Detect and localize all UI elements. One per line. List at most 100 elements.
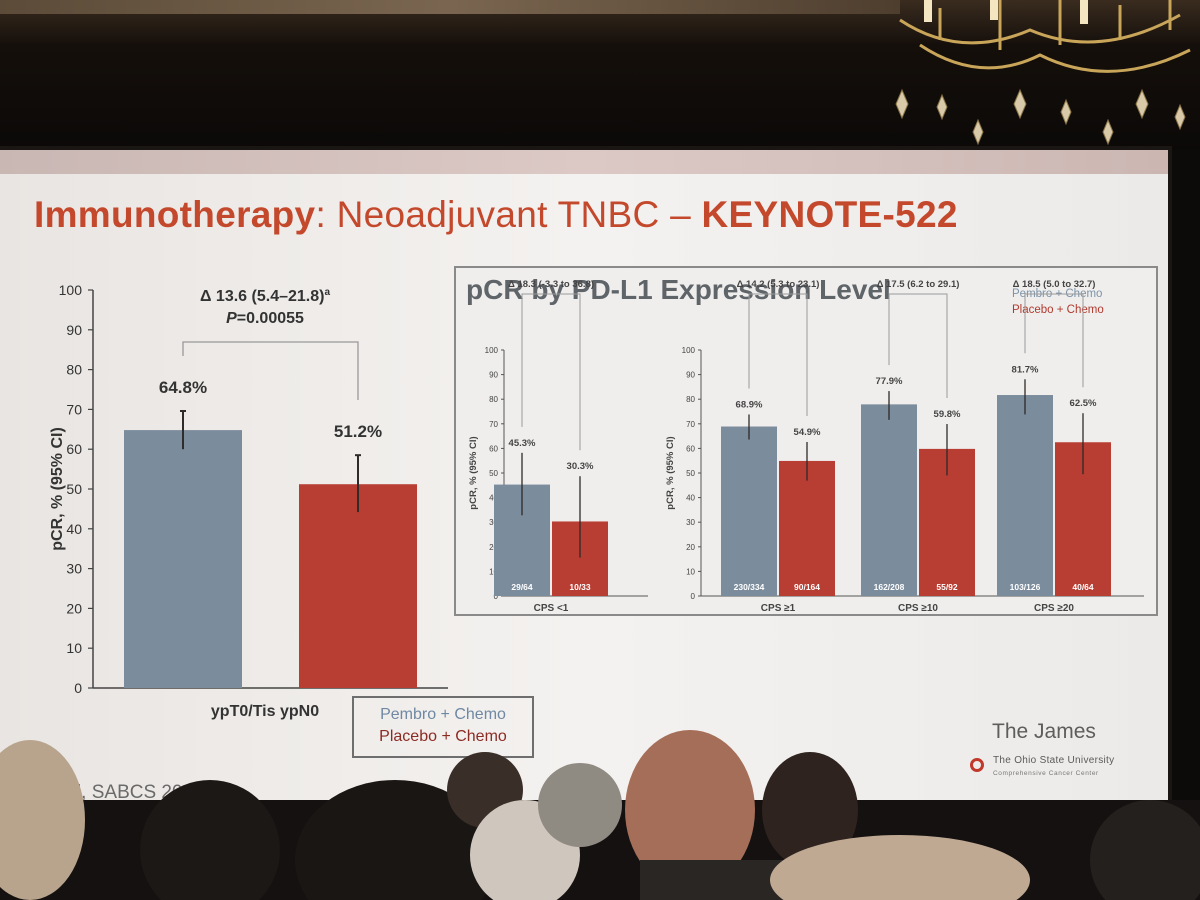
category-label: CPS <1 <box>534 603 569 614</box>
pdl1-subgroup-panel: pCR by PD-L1 Expression Level Pembro + C… <box>454 266 1158 616</box>
y-axis-title: pCR, % (95% CI) <box>49 427 66 551</box>
comparison-bracket <box>521 293 581 451</box>
pembro-count-label: 29/64 <box>511 582 533 592</box>
pembro-bar <box>861 404 917 596</box>
delta-label: Δ 18.3 (-3.3 to 36.8) <box>508 279 594 290</box>
panel-legend: Pembro + Chemo Placebo + Chemo <box>1012 286 1104 318</box>
delta-label: Δ 17.5 (6.2 to 29.1) <box>877 279 960 290</box>
y-tick-label: 0 <box>494 592 499 601</box>
y-tick-label: 70 <box>489 420 498 429</box>
y-tick-label: 80 <box>489 395 498 404</box>
placebo-count-label: 90/164 <box>794 582 820 592</box>
placebo-value-label: 30.3% <box>567 461 594 472</box>
y-tick-label: 70 <box>686 420 695 429</box>
placebo-bar <box>299 484 417 688</box>
y-tick-label: 30 <box>686 518 695 527</box>
slide-title-topic: Immunotherapy <box>34 194 316 235</box>
placebo-value-label: 51.2% <box>334 422 382 441</box>
category-label: CPS ≥20 <box>1034 603 1074 614</box>
y-tick-label: 50 <box>686 469 695 478</box>
comparison-bracket <box>1024 293 1084 388</box>
placebo-value-label: 59.8% <box>934 409 961 420</box>
category-label: CPS ≥1 <box>761 603 796 614</box>
audience-foreground <box>0 730 1200 900</box>
main-legend: Pembro + Chemo Placebo + Chemo <box>352 696 534 758</box>
p-value-label: P=0.00055 <box>226 310 304 327</box>
category-label: CPS ≥10 <box>898 603 938 614</box>
delta-label: Δ 13.6 (5.4–21.8)a <box>200 287 330 305</box>
y-tick-label: 50 <box>66 481 82 497</box>
slide-header-band <box>0 150 1168 174</box>
y-tick-label: 80 <box>686 395 695 404</box>
pdl1-subgroup-chart: 0 10 20 30 40 50 60 70 80 90 100 pCR, % (95% CI) 0 10… <box>468 279 1144 614</box>
slide-title-middle: : Neoadjuvant TNBC – <box>315 194 702 235</box>
slide-title: Immunotherapy: Neoadjuvant TNBC – KEYNOT… <box>34 194 958 236</box>
slide-title-trial: KEYNOTE-522 <box>701 194 958 235</box>
y-tick-label: 90 <box>489 371 498 380</box>
y-tick-label: 100 <box>485 346 499 355</box>
y-tick-label: 100 <box>682 346 696 355</box>
placebo-value-label: 62.5% <box>1070 398 1097 409</box>
y-tick-label: 40 <box>686 494 695 503</box>
x-axis-category-label: ypT0/Tis ypN0 <box>211 703 319 720</box>
y-tick-label: 50 <box>489 469 498 478</box>
y-tick-label: 40 <box>489 494 498 503</box>
y-tick-label: 20 <box>489 543 498 552</box>
pembro-bar <box>721 426 777 596</box>
y-tick-label: 80 <box>66 362 82 378</box>
y-tick-label: 0 <box>691 592 696 601</box>
y-tick-label: 100 <box>59 282 83 298</box>
chandelier-decoration <box>895 0 1191 146</box>
delta-footnote-marker: a <box>324 287 330 298</box>
placebo-count-label: 55/92 <box>936 582 958 592</box>
placebo-value-label: 54.9% <box>794 427 821 438</box>
comparison-bracket <box>182 341 359 400</box>
y-tick-label: 90 <box>66 322 82 338</box>
pembro-bar <box>124 430 242 688</box>
y-tick-label: 60 <box>66 441 82 457</box>
panel-legend-placebo: Placebo + Chemo <box>1012 304 1104 316</box>
brand-name: The James <box>992 720 1096 743</box>
pembro-value-label: 64.8% <box>159 378 207 397</box>
pembro-count-label: 230/334 <box>734 582 765 592</box>
y-tick-label: 20 <box>686 543 695 552</box>
panel-title: pCR by PD-L1 Expression Level <box>466 274 891 305</box>
y-tick-label: 10 <box>686 567 695 576</box>
pembro-count-label: 162/208 <box>874 582 905 592</box>
placebo-count-label: 10/33 <box>569 582 591 592</box>
comparison-bracket <box>748 293 808 417</box>
y-tick-label: 40 <box>66 521 82 537</box>
delta-label: Δ 18.5 (5.0 to 32.7) <box>1013 279 1096 290</box>
pembro-bar <box>997 395 1053 596</box>
main-legend-placebo: Placebo + Chemo <box>379 728 507 745</box>
pembro-value-label: 77.9% <box>876 376 903 387</box>
pembro-count-label: 103/126 <box>1010 582 1041 592</box>
institution-subtitle: Comprehensive Cancer Center <box>993 770 1099 777</box>
y-tick-label: 60 <box>686 444 695 453</box>
y-tick-label: 0 <box>74 680 82 696</box>
delta-label: Δ 14.2 (5.3 to 23.1) <box>737 279 820 290</box>
y-axis-title: pCR, % (95% CI) <box>468 436 479 509</box>
y-tick-label: 90 <box>686 371 695 380</box>
y-axis-title: pCR, % (95% CI) <box>665 436 676 509</box>
y-tick-label: 20 <box>66 600 82 616</box>
pembro-value-label: 45.3% <box>509 438 536 449</box>
osu-logo-icon <box>970 758 984 772</box>
y-tick-label: 30 <box>489 518 498 527</box>
institution-name: The Ohio State University <box>993 755 1115 766</box>
comparison-bracket <box>888 293 948 399</box>
y-tick-label: 10 <box>489 567 498 576</box>
main-legend-pembro: Pembro + Chemo <box>380 706 506 723</box>
y-tick-label: 30 <box>66 561 82 577</box>
pembro-value-label: 68.9% <box>736 399 763 410</box>
ceiling-trim <box>0 0 900 14</box>
y-tick-label: 10 <box>66 640 82 656</box>
overall-pcr-chart: 0 10 20 30 40 50 60 70 80 90 100 pCR, % (95% CI) 64.… <box>49 282 448 720</box>
placebo-count-label: 40/64 <box>1072 582 1094 592</box>
y-tick-label: 60 <box>489 444 498 453</box>
pembro-value-label: 81.7% <box>1012 364 1039 375</box>
p-value-number: =0.00055 <box>237 310 304 327</box>
presentation-slide: Immunotherapy: Neoadjuvant TNBC – KEYNOT… <box>0 150 1168 806</box>
p-value-symbol: P <box>226 310 237 327</box>
y-tick-label: 70 <box>66 401 82 417</box>
